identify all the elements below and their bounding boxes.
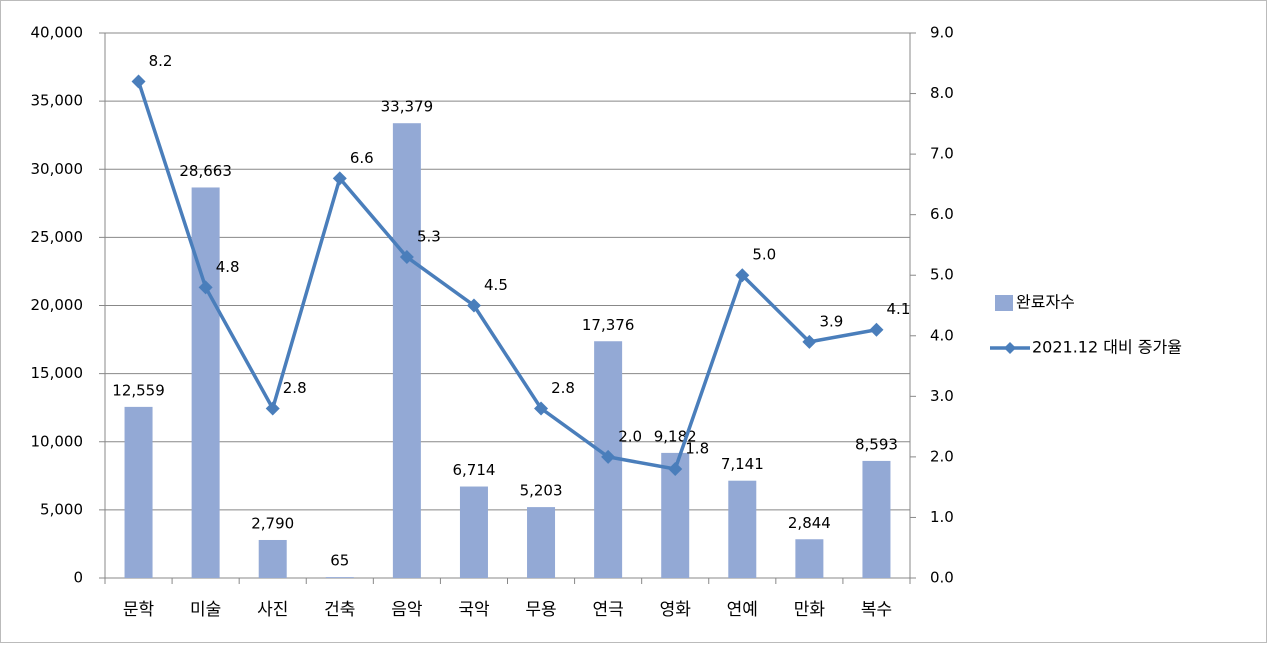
- bar: [325, 577, 354, 578]
- line-marker: [265, 401, 280, 416]
- y-tick-label: 0: [73, 569, 83, 587]
- bar-value-label: 5,203: [520, 482, 563, 500]
- y-tick-label: 15,000: [31, 364, 84, 382]
- bar-value-label: 33,379: [381, 98, 434, 116]
- line-value-label: 4.5: [484, 276, 508, 294]
- bar-value-label: 8,593: [855, 435, 898, 453]
- line-marker: [332, 171, 347, 186]
- line-marker: [735, 268, 750, 283]
- line-value-label: 2.8: [283, 379, 307, 397]
- x-tick-label: 연극: [592, 600, 623, 620]
- legend-label: 완료자수: [1016, 293, 1075, 312]
- y2-tick-label: 3.0: [930, 387, 954, 405]
- line-marker: [131, 74, 146, 89]
- legend-swatch: [1004, 342, 1016, 354]
- y-tick-label: 25,000: [31, 228, 84, 246]
- line-value-label: 4.1: [887, 300, 911, 318]
- line-value-label: 5.3: [417, 228, 441, 246]
- bar: [728, 480, 757, 578]
- line-value-label: 5.0: [752, 246, 776, 264]
- y2-tick-label: 8.0: [930, 84, 954, 102]
- y2-tick-label: 2.0: [930, 447, 954, 465]
- bar: [527, 507, 556, 578]
- line: [136, 80, 877, 471]
- y2-tick-label: 5.0: [930, 266, 954, 284]
- line-marker: [466, 298, 481, 313]
- bar-value-label: 2,790: [251, 514, 294, 532]
- x-tick-label: 무용: [525, 600, 556, 620]
- y-tick-label: 5,000: [40, 500, 83, 518]
- x-tick-label: 미술: [190, 600, 221, 620]
- line-value-label: 3.9: [819, 312, 843, 330]
- x-tick-label: 음악: [391, 600, 423, 620]
- line-marker: [534, 401, 549, 416]
- x-tick-label: 연예: [727, 600, 758, 620]
- line-marker: [869, 322, 884, 337]
- x-tick-label: 문학: [123, 600, 155, 620]
- line-value-label: 6.6: [350, 149, 374, 167]
- x-tick-label: 영화: [660, 600, 692, 620]
- line-value-label: 1.8: [685, 440, 709, 458]
- x-tick-label: 건축: [324, 600, 355, 620]
- bar-value-label: 17,376: [582, 316, 635, 334]
- bar: [795, 539, 824, 578]
- line-value-label: 8.2: [149, 52, 173, 70]
- y2-tick-label: 4.0: [930, 326, 954, 344]
- line-value-label: 4.8: [216, 258, 240, 276]
- bar-value-label: 7,141: [721, 455, 764, 473]
- y2-tick-label: 7.0: [930, 145, 954, 163]
- line-marker: [198, 280, 213, 295]
- bar-value-label: 6,714: [452, 461, 495, 479]
- bar: [191, 187, 220, 579]
- bar-value-label: 28,663: [179, 162, 232, 180]
- legend-swatch: [995, 295, 1013, 311]
- line-marker: [668, 462, 683, 476]
- bar-value-label: 12,559: [112, 381, 165, 399]
- x-tick-label: 사진: [257, 600, 288, 620]
- bar-value-label: 2,844: [788, 514, 831, 532]
- bar: [392, 123, 421, 579]
- bar: [459, 486, 488, 578]
- x-tick-label: 복수: [861, 600, 892, 620]
- line-value-label: 2.8: [551, 379, 575, 397]
- y-tick-label: 30,000: [31, 160, 84, 178]
- y-tick-label: 35,000: [31, 92, 84, 110]
- bar: [258, 539, 287, 578]
- bar-value-label: 65: [330, 552, 349, 570]
- y2-tick-label: 0.0: [930, 569, 954, 587]
- line-value-label: 2.0: [618, 427, 642, 445]
- y-tick-label: 20,000: [31, 296, 84, 314]
- x-tick-label: 국악: [458, 600, 490, 620]
- line-marker: [802, 334, 817, 349]
- y2-tick-label: 9.0: [930, 24, 954, 42]
- y2-tick-label: 1.0: [930, 508, 954, 526]
- bar: [124, 406, 153, 578]
- y-tick-label: 10,000: [31, 432, 84, 450]
- legend-label: 2021.12 대비 증가율: [1032, 338, 1182, 357]
- line-marker: [399, 250, 414, 265]
- y2-tick-label: 6.0: [930, 205, 954, 223]
- x-tick-label: 만화: [794, 600, 826, 620]
- bar: [862, 460, 891, 578]
- line-marker: [601, 449, 616, 464]
- y-tick-label: 40,000: [31, 24, 84, 42]
